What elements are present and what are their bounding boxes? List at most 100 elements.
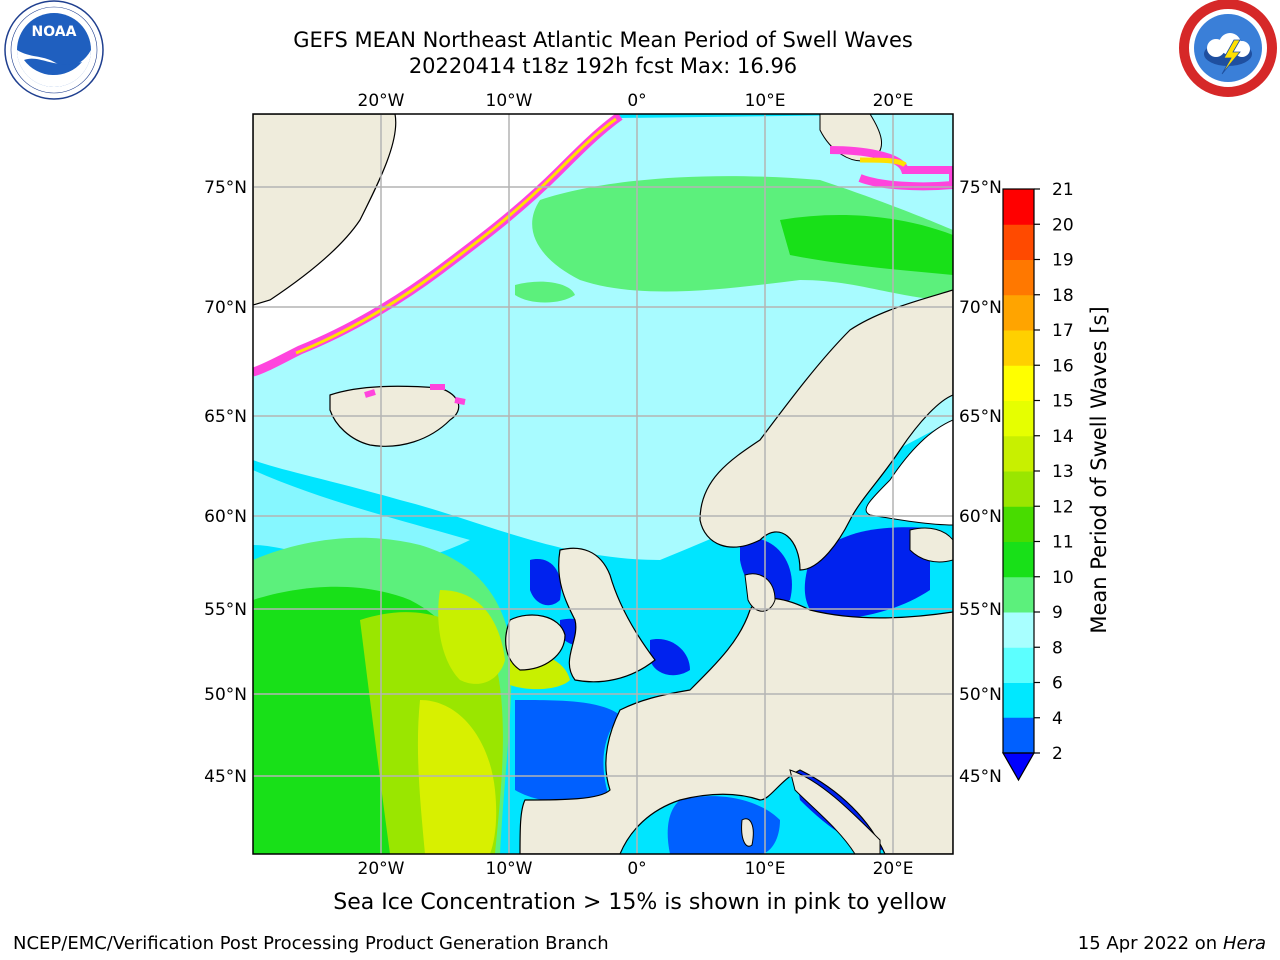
colorbar-tick-label: 6 (1052, 674, 1063, 694)
colorbar-tick-label: 18 (1052, 286, 1074, 306)
swell-band-below-2s (650, 639, 690, 676)
lat-tick-label: 55°N (204, 600, 247, 620)
lat-tick-label: 45°N (204, 767, 247, 787)
lon-tick-label: 0° (627, 859, 646, 879)
colorbar-tick-label: 20 (1052, 215, 1074, 235)
lat-tick-label: 60°N (959, 507, 1002, 527)
colorbar-segment (1003, 400, 1034, 437)
lat-tick-label: 55°N (959, 600, 1002, 620)
swell-band-10-11s (780, 215, 953, 275)
swell-band-2-4s (515, 700, 620, 803)
swell-band-13-14s (438, 590, 505, 684)
organization-credit: NCEP/EMC/Verification Post Processing Pr… (13, 933, 609, 954)
colorbar-segment (1003, 682, 1034, 719)
colorbar-tick-label: 8 (1052, 638, 1063, 658)
colorbar (1001, 188, 1036, 782)
colorbar-ticks: 2 4 6 8 9 10 11 12 13 14 15 16 17 18 19 20 21 (1034, 180, 1074, 764)
colorbar-segment (1003, 435, 1034, 472)
national-weather-service-logo-icon (1179, 0, 1277, 97)
colorbar-tick-label: 21 (1052, 180, 1074, 200)
colorbar-tick-label: 17 (1052, 321, 1074, 341)
denmark-land (744, 573, 776, 612)
swell-band-9-10s (515, 281, 575, 303)
map-border (252, 113, 954, 855)
colorbar-tick-label: 14 (1052, 427, 1074, 447)
lon-tick-label: 20°E (873, 859, 914, 879)
lon-ticks-bottom: 20°W 10°W 0° 10°E 20°E (358, 859, 914, 879)
colorbar-segment (1003, 189, 1034, 225)
lon-tick-label: 20°W (358, 859, 405, 879)
lat-tick-label: 75°N (959, 178, 1002, 198)
colorbar-tick-label: 15 (1052, 392, 1074, 412)
colorbar-tick-label: 4 (1052, 709, 1063, 729)
lat-tick-label: 50°N (959, 685, 1002, 705)
colorbar-tick-label: 2 (1052, 744, 1063, 764)
date-text: 15 Apr 2022 on (1077, 933, 1223, 954)
lon-tick-label: 10°W (486, 859, 533, 879)
lat-tick-label: 60°N (204, 507, 247, 527)
corsica-land (741, 818, 754, 847)
lon-tick-label: 20°E (873, 91, 914, 111)
colorbar-tick-label: 12 (1052, 497, 1074, 517)
scandinavia-land (699, 289, 953, 571)
swell-band-14-15s (417, 700, 497, 854)
lat-ticks-left: 75°N 70°N 65°N 60°N 55°N 50°N 45°N (204, 178, 247, 787)
colorbar-segment (1003, 576, 1034, 613)
colorbar-under-extension (1001, 752, 1036, 782)
finland-land (909, 527, 953, 563)
colorbar-tick-label: 19 (1052, 251, 1074, 271)
colorbar-segment (1003, 612, 1034, 648)
colorbar-segment (1003, 541, 1034, 578)
swell-band-below-2s (804, 527, 930, 620)
colorbar-tick-label: 9 (1052, 603, 1063, 623)
sea-ice-edge (829, 146, 953, 191)
lat-tick-label: 45°N (959, 767, 1002, 787)
colorbar-segment (1003, 647, 1034, 683)
colorbar-segment (1003, 330, 1034, 366)
sea-ice-edge-inner (295, 117, 617, 355)
swell-band-8-9s (253, 470, 470, 564)
colorbar-tick-label: 10 (1052, 568, 1074, 588)
lon-tick-label: 20°W (358, 91, 405, 111)
colorbar-tick-label: 13 (1052, 462, 1074, 482)
greenland-land (253, 114, 397, 306)
great-britain-land (558, 547, 656, 683)
lon-ticks-top: 20°W 10°W 0° 10°E 20°E (358, 91, 914, 111)
lon-tick-label: 0° (627, 91, 646, 111)
sea-ice-edge-inner (859, 157, 907, 168)
lon-tick-label: 10°E (745, 91, 786, 111)
colorbar-label: Mean Period of Swell Waves [s] (1087, 306, 1111, 633)
sea-ice-edge (364, 384, 466, 405)
sea-ice-caption: Sea Ice Concentration > 15% is shown in … (333, 890, 947, 915)
colorbar-segment (1003, 471, 1034, 507)
swell-band-below-2s (530, 559, 561, 606)
colorbar-segment (1003, 365, 1034, 401)
lon-tick-label: 10°W (486, 91, 533, 111)
colorbar-segment (1003, 506, 1034, 542)
colorbar-segment (1003, 294, 1034, 331)
map-subtitle: 20220414 t18z 192h fcst Max: 16.96 (408, 54, 798, 78)
colorbar-tick-label: 16 (1052, 356, 1074, 376)
lat-tick-label: 50°N (204, 685, 247, 705)
map-title: GEFS MEAN Northeast Atlantic Mean Period… (293, 28, 913, 52)
graticule (253, 114, 953, 854)
colorbar-segment (1003, 224, 1034, 260)
lat-tick-label: 65°N (959, 407, 1002, 427)
gulf-of-bothnia-ice (865, 419, 953, 526)
lat-ticks-right: 75°N 70°N 65°N 60°N 55°N 50°N 45°N (959, 178, 1002, 787)
lon-tick-label: 10°E (745, 859, 786, 879)
host-name: Hera (1222, 933, 1266, 954)
map-area (253, 114, 953, 854)
lat-tick-label: 65°N (204, 407, 247, 427)
italy-land (789, 769, 881, 854)
colorbar-segment (1003, 717, 1034, 753)
ireland-land (505, 614, 566, 671)
lat-tick-label: 70°N (204, 298, 247, 318)
noaa-logo-icon: NOAA (4, 0, 104, 100)
colorbar-segment (1003, 259, 1034, 296)
generation-date: 15 Apr 2022 on Hera (1078, 933, 1266, 954)
svg-text:NOAA: NOAA (32, 24, 77, 40)
lat-tick-label: 70°N (959, 298, 1002, 318)
colorbar-tick-label: 11 (1052, 533, 1074, 553)
